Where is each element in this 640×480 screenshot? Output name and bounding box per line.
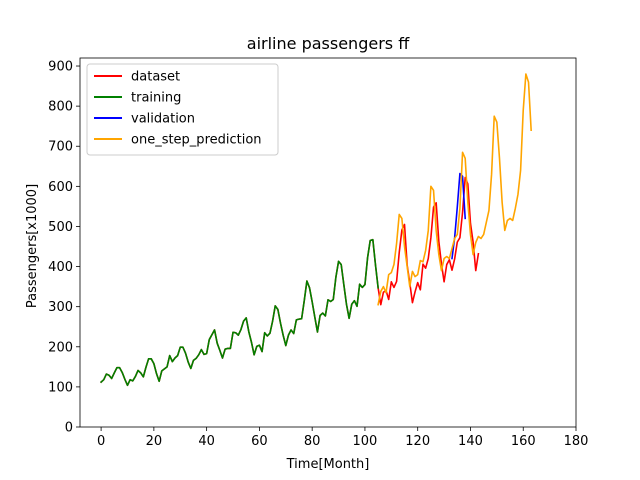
- x-tick-label: 40: [198, 434, 215, 449]
- plot-area: 0 20 40 60 80 100 120 140 160 180 0 100 200 300 400 500…: [48, 57, 589, 449]
- y-tick-label: 900: [48, 60, 73, 75]
- y-tick-label: 300: [48, 300, 73, 315]
- x-tick-label: 120: [405, 434, 430, 449]
- legend-label: one_step_prediction: [131, 133, 262, 148]
- y-tick-label: 0: [65, 421, 73, 436]
- y-tick-label: 600: [48, 180, 73, 195]
- x-axis-label: Time[Month]: [286, 457, 370, 472]
- y-tick-label: 400: [48, 260, 73, 275]
- x-tick-label: 180: [564, 434, 589, 449]
- y-tick-label: 700: [48, 140, 73, 155]
- y-tick-label: 800: [48, 100, 73, 115]
- x-tick-label: 100: [353, 434, 378, 449]
- y-tick-label: 100: [48, 380, 73, 395]
- chart-title: airline passengers ff: [247, 34, 410, 53]
- y-tick-label: 500: [48, 220, 73, 235]
- x-tick-label: 160: [511, 434, 536, 449]
- legend-label: dataset: [131, 70, 180, 85]
- axes-frame: [79, 57, 577, 428]
- x-tick-label: 0: [97, 434, 105, 449]
- x-tick-label: 60: [251, 434, 268, 449]
- legend-box: [86, 63, 279, 156]
- y-tick-label: 200: [48, 340, 73, 355]
- series-line-one-step-prediction: [377, 73, 532, 306]
- legend: dataset training validation one_step_predic…: [86, 63, 279, 156]
- y-axis-label: Passengers[x1000]: [25, 184, 40, 308]
- x-tick-label: 20: [146, 434, 163, 449]
- series-line-training: [99, 238, 380, 387]
- legend-label: validation: [131, 112, 195, 127]
- legend-label: training: [131, 91, 181, 106]
- x-tick-label: 80: [304, 434, 321, 449]
- x-tick-label: 140: [458, 434, 483, 449]
